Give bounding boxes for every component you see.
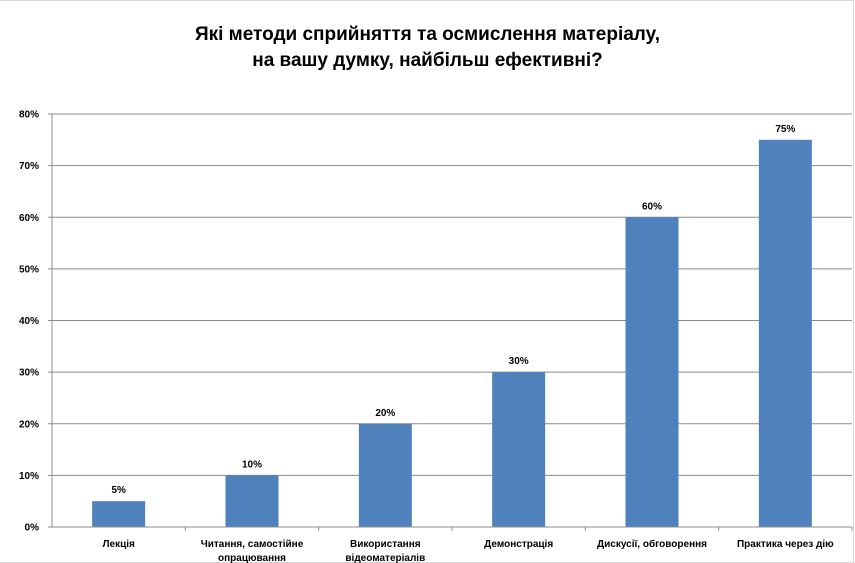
- bar: [92, 501, 146, 527]
- y-tick-label: 80%: [19, 110, 39, 121]
- chart-title-line-2: на вашу думку, найбільш ефективні?: [252, 50, 603, 71]
- bar: [225, 475, 279, 527]
- data-label: 75%: [775, 124, 795, 135]
- y-axis: 0% 10% 20% 30% 40% 50% 60% 70% 80%: [19, 110, 53, 534]
- bar: [625, 217, 679, 527]
- data-label: 20%: [375, 408, 395, 419]
- y-tick-label: 70%: [19, 161, 39, 172]
- y-tick-label: 60%: [19, 213, 39, 224]
- y-tick-label: 10%: [19, 471, 39, 482]
- chart-title-line-1: Які методи сприйняття та осмислення мате…: [194, 24, 661, 45]
- x-category-label: опрацювання: [218, 553, 286, 563]
- bars: [92, 139, 812, 527]
- y-tick-label: 30%: [19, 368, 39, 379]
- bar: [758, 139, 812, 527]
- x-category-label: Читання, самостійне: [201, 539, 304, 550]
- gridlines: [52, 113, 852, 528]
- data-label: 10%: [242, 459, 262, 470]
- x-category-label: Дискусії, обговорення: [597, 538, 707, 550]
- y-tick-label: 50%: [19, 264, 39, 275]
- x-axis: Лекція Читання, самостійне опрацювання Вико…: [48, 526, 853, 563]
- data-label: 60%: [642, 201, 662, 212]
- y-tick-label: 0%: [25, 523, 40, 534]
- x-category-label: Демонстрація: [484, 539, 553, 550]
- data-label: 30%: [509, 356, 529, 367]
- bar: [358, 423, 412, 527]
- x-category-label: Лекція: [102, 539, 135, 550]
- bar: [492, 372, 546, 527]
- data-label: 5%: [111, 485, 126, 496]
- chart-title: Які методи сприйняття та осмислення мате…: [0, 22, 855, 74]
- x-category-label: відеоматеріалів: [345, 553, 425, 563]
- y-tick-label: 20%: [19, 419, 39, 430]
- x-category-label: Практика через дію: [737, 539, 834, 550]
- data-labels: 5% 10% 20% 30% 60% 75%: [111, 124, 795, 496]
- y-tick-label: 40%: [19, 316, 39, 327]
- x-category-label: Використання: [350, 539, 421, 550]
